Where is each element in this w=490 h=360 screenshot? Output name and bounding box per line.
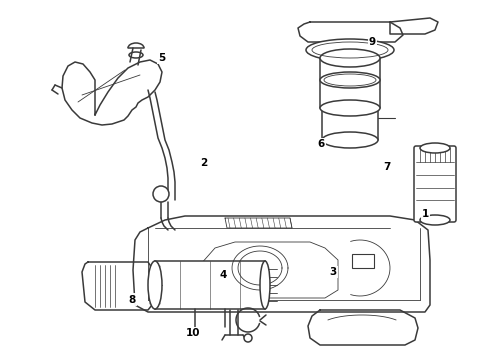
Bar <box>155 261 265 309</box>
Ellipse shape <box>320 72 380 88</box>
Circle shape <box>244 334 252 342</box>
Polygon shape <box>308 310 418 345</box>
Bar <box>352 254 374 268</box>
Text: 3: 3 <box>330 267 337 277</box>
Text: 9: 9 <box>369 37 376 48</box>
Text: 6: 6 <box>318 139 324 149</box>
Ellipse shape <box>260 261 270 309</box>
Ellipse shape <box>420 143 450 153</box>
Polygon shape <box>390 18 438 34</box>
Polygon shape <box>298 22 403 42</box>
Polygon shape <box>82 262 152 310</box>
Ellipse shape <box>420 215 450 225</box>
Ellipse shape <box>320 100 380 116</box>
Text: 10: 10 <box>186 328 201 338</box>
Polygon shape <box>133 216 430 312</box>
Ellipse shape <box>320 49 380 67</box>
Ellipse shape <box>148 261 162 309</box>
Ellipse shape <box>322 132 378 148</box>
Polygon shape <box>62 60 162 125</box>
Text: 2: 2 <box>200 158 207 168</box>
Text: 5: 5 <box>158 53 165 63</box>
Text: 4: 4 <box>219 270 227 280</box>
FancyBboxPatch shape <box>414 146 456 222</box>
Text: 7: 7 <box>383 162 391 172</box>
Ellipse shape <box>306 39 394 61</box>
Text: 1: 1 <box>422 209 429 219</box>
Circle shape <box>153 186 169 202</box>
Text: 8: 8 <box>129 294 136 305</box>
